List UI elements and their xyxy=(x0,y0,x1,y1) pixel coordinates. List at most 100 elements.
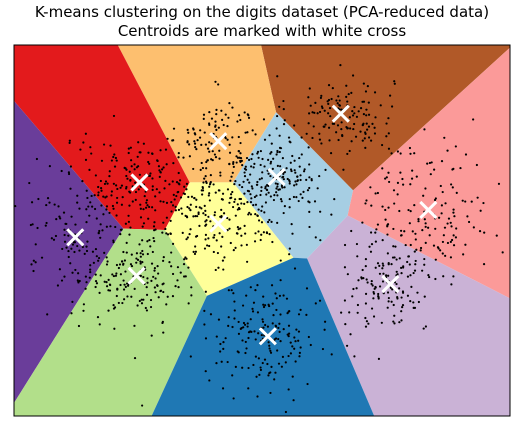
data-point xyxy=(141,404,144,407)
data-point xyxy=(302,190,305,194)
data-point xyxy=(296,179,299,182)
data-point xyxy=(336,102,339,105)
data-point xyxy=(212,236,215,239)
data-point xyxy=(357,279,360,282)
data-point xyxy=(170,265,173,268)
data-point xyxy=(107,309,110,312)
data-point xyxy=(251,310,255,313)
data-point xyxy=(35,157,39,161)
data-point xyxy=(86,196,89,200)
data-point xyxy=(126,177,129,180)
data-point xyxy=(226,125,229,128)
data-point xyxy=(307,200,310,203)
data-point xyxy=(65,222,68,226)
data-point xyxy=(139,252,142,255)
data-point xyxy=(175,180,179,184)
data-point xyxy=(242,321,246,325)
data-point xyxy=(197,212,200,216)
data-point xyxy=(109,225,112,228)
data-point xyxy=(212,250,215,254)
data-point xyxy=(401,304,405,307)
data-point xyxy=(370,307,374,310)
data-point xyxy=(177,152,180,155)
data-point xyxy=(189,228,192,231)
data-point xyxy=(114,156,118,160)
data-point xyxy=(294,340,297,343)
data-point xyxy=(333,198,336,201)
data-point xyxy=(298,355,301,358)
data-point xyxy=(157,272,160,275)
data-point xyxy=(275,297,278,300)
data-point xyxy=(414,238,417,241)
data-point xyxy=(242,326,245,329)
data-point xyxy=(364,265,367,268)
data-point xyxy=(262,231,265,234)
data-point xyxy=(429,173,432,176)
data-point xyxy=(364,292,368,295)
data-point xyxy=(77,324,81,328)
data-point xyxy=(168,183,171,186)
data-point xyxy=(401,177,404,181)
data-point xyxy=(137,188,140,191)
data-point xyxy=(149,245,152,248)
data-point xyxy=(120,228,123,231)
data-point xyxy=(309,343,312,347)
data-point xyxy=(321,106,324,110)
data-point xyxy=(232,165,235,168)
data-point xyxy=(105,263,109,266)
data-point xyxy=(452,275,455,278)
data-point xyxy=(88,276,91,279)
data-point xyxy=(414,259,417,263)
data-point xyxy=(154,277,157,280)
data-point xyxy=(231,325,234,329)
data-point xyxy=(276,221,279,224)
data-point xyxy=(416,291,419,294)
data-point xyxy=(408,146,412,150)
cluster-region-4 xyxy=(14,45,190,230)
data-point xyxy=(70,247,73,250)
data-point xyxy=(54,234,58,238)
data-point xyxy=(404,243,407,247)
data-point xyxy=(151,250,154,254)
data-point xyxy=(142,222,146,225)
data-point xyxy=(101,229,104,232)
data-point xyxy=(393,322,396,325)
data-point xyxy=(86,240,89,243)
data-point xyxy=(230,289,233,292)
data-point xyxy=(382,264,385,267)
data-point xyxy=(120,203,123,206)
data-point xyxy=(386,291,390,294)
data-point xyxy=(106,260,109,263)
data-point xyxy=(145,201,148,204)
data-point xyxy=(365,278,368,281)
data-point xyxy=(144,306,147,310)
data-point xyxy=(310,179,313,182)
data-point xyxy=(255,375,258,378)
data-point xyxy=(292,195,296,199)
data-point xyxy=(343,243,347,247)
data-point xyxy=(300,153,303,156)
data-point xyxy=(257,357,260,360)
data-point xyxy=(179,196,183,199)
data-point xyxy=(177,286,180,289)
data-point xyxy=(314,236,317,239)
data-point xyxy=(440,212,443,215)
data-point xyxy=(327,102,330,105)
data-point xyxy=(153,229,156,232)
data-point xyxy=(136,304,139,307)
data-point xyxy=(59,217,62,220)
data-point xyxy=(400,271,403,275)
data-point xyxy=(102,213,105,216)
data-point xyxy=(253,195,256,199)
data-point xyxy=(261,318,264,321)
data-point xyxy=(202,181,205,184)
data-point xyxy=(319,210,322,213)
data-point xyxy=(217,266,220,269)
data-point xyxy=(288,253,291,256)
data-point xyxy=(94,247,98,251)
data-point xyxy=(46,197,50,200)
data-point xyxy=(240,234,243,237)
data-point xyxy=(406,294,410,297)
data-point xyxy=(156,159,159,162)
data-point xyxy=(119,186,122,189)
